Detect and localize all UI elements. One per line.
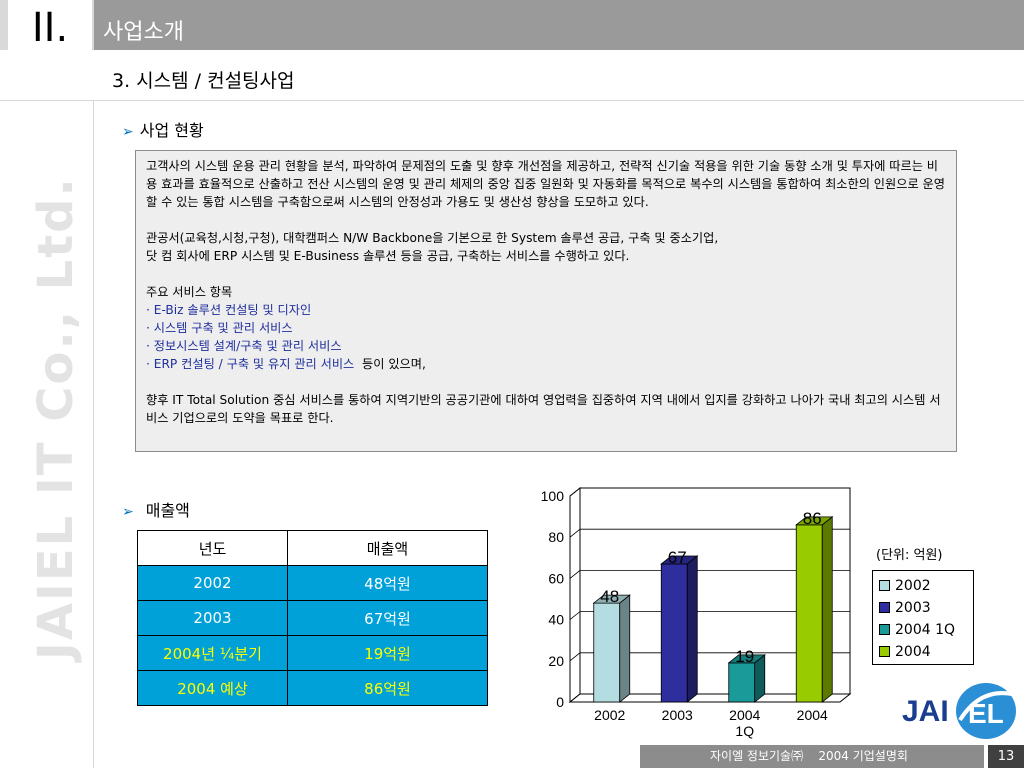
header-title: 사업소개 [103, 20, 184, 45]
gridline [569, 570, 850, 579]
table-row: 2002 48억원 [137, 565, 488, 601]
legend-item: 2003 [879, 597, 967, 619]
unit-note: (단위: 억원) [876, 548, 943, 563]
footer-bar: 자이엘 정보기술㈜ 2004 기업설명회 [640, 745, 984, 768]
table-cell: 2004년 ¼분기 [137, 635, 288, 671]
service-item-row: · ERP 컨설팅 / 구축 및 유지 관리 서비스 등이 있으며, [146, 355, 946, 373]
revenue-table: 년도 매출액 2002 48억원 2003 67억원 2004년 ¼분기 19억… [137, 530, 488, 706]
company-watermark: JAIEL IT Co., Ltd. [28, 176, 84, 660]
logo-circle [956, 683, 1016, 739]
gridline [569, 611, 850, 620]
section-business-status: ➢ 사업 현황 [122, 117, 204, 141]
x-tick-label: 2002 [594, 707, 625, 723]
legend-item: 2004 [879, 641, 967, 663]
arrow-bullet-icon: ➢ [122, 124, 134, 140]
chart-side-wall [569, 486, 581, 704]
column-header: 매출액 [287, 530, 488, 566]
service-item: · 시스템 구축 및 관리 서비스 [146, 321, 293, 335]
section-title: 사업 현황 [139, 121, 204, 140]
legend-swatch [879, 624, 890, 635]
data-label: 48 [600, 587, 619, 606]
x-tick-label: 1Q [735, 723, 754, 739]
services-title: 주요 서비스 항목 [146, 285, 233, 299]
y-tick-label: 40 [548, 612, 564, 628]
table-cell: 48억원 [287, 565, 488, 601]
gridline [569, 528, 850, 538]
legend-label: 2004 1Q [895, 622, 956, 638]
table-header-row: 년도 매출액 [137, 530, 488, 566]
bar-top [795, 516, 834, 526]
bar-side [619, 594, 631, 703]
bar [728, 662, 756, 703]
table-cell: 2004 예상 [137, 670, 288, 706]
paragraph: 관공서(교육청,시청,구청), 대학캠퍼스 N/W Backbone을 기본으로… [146, 231, 719, 245]
logo-text-right: EL [968, 698, 1004, 729]
service-item: · ERP 컨설팅 / 구축 및 유지 관리 서비스 [146, 357, 355, 371]
legend-label: 2003 [895, 600, 931, 616]
gridline [569, 487, 850, 497]
x-tick-label: 2003 [662, 707, 693, 723]
section-title: 매출액 [145, 501, 190, 520]
bar-top [660, 555, 699, 565]
y-tick-label: 80 [548, 529, 564, 545]
x-tick-label: 2004 [797, 707, 828, 723]
legend-label: 2004 [895, 644, 931, 660]
bar-top [592, 594, 631, 604]
table-cell: 67억원 [287, 600, 488, 636]
data-label: 67 [668, 548, 687, 567]
side-divider [93, 100, 94, 768]
bar [660, 563, 688, 703]
service-item: · E-Biz 솔루션 컨설팅 및 디자인 [146, 303, 312, 317]
y-tick-label: 20 [548, 653, 564, 669]
legend-label: 2002 [895, 578, 931, 594]
x-tick-label: 2004 [729, 707, 760, 723]
paragraph: 향후 IT Total Solution 중심 서비스를 통하여 지역기반의 공… [146, 393, 941, 425]
service-item: · 정보시스템 설계/구축 및 관리 서비스 [146, 339, 342, 353]
data-label: 86 [803, 509, 822, 528]
table-row: 2004 예상 86억원 [137, 670, 488, 706]
column-header: 년도 [137, 530, 288, 566]
legend-swatch [879, 646, 890, 657]
section-revenue: ➢ 매출액 [122, 497, 190, 521]
footer-text: 자이엘 정보기술㈜ 2004 기업설명회 [710, 749, 908, 763]
page-number: 13 [988, 745, 1024, 768]
legend-item: 2004 1Q [879, 619, 967, 641]
divider-line [0, 100, 1024, 101]
bar [795, 524, 823, 703]
data-label: 19 [735, 647, 754, 666]
legend-item: 2002 [879, 575, 967, 597]
table-row: 2003 67억원 [137, 600, 488, 636]
paragraph: 닷 컴 회사에 ERP 시스템 및 E-Business 솔루션 등을 공급, … [146, 249, 630, 263]
legend-swatch [879, 580, 890, 591]
table-cell: 19억원 [287, 635, 488, 671]
bar-side [821, 516, 833, 703]
table-row: 2004년 ¼분기 19억원 [137, 635, 488, 671]
logo-swoosh [958, 691, 1013, 722]
paragraph: 고객사의 시스템 운용 관리 현황을 분석, 파악하여 문제점의 도출 및 향후… [146, 159, 945, 209]
page-subtitle: 3. 시스템 / 컨설팅사업 [112, 70, 295, 92]
chart-legend: 2002 2003 2004 1Q 2004 [872, 570, 974, 665]
header-bar: II. 사업소개 [0, 0, 1024, 51]
logo-text-left: JAI [902, 695, 949, 728]
section-number: II. [8, 0, 92, 51]
y-tick-label: 100 [541, 488, 565, 504]
y-tick-label: 0 [556, 694, 564, 710]
header-title-bar [94, 0, 1024, 50]
table-cell: 2002 [137, 565, 288, 601]
company-logo: JAI EL [902, 683, 1016, 739]
table-cell: 2003 [137, 600, 288, 636]
bar-side [686, 555, 698, 703]
table-cell: 86억원 [287, 670, 488, 706]
y-tick-label: 60 [548, 570, 564, 586]
arrow-bullet-icon: ➢ [122, 504, 134, 520]
gridline [569, 652, 850, 662]
bar [593, 602, 621, 703]
bar-top [727, 654, 766, 664]
business-description-box: 고객사의 시스템 운용 관리 현황을 분석, 파악하여 문제점의 도출 및 향후… [135, 150, 957, 452]
services-tail: 등이 있으며, [354, 357, 426, 371]
legend-swatch [879, 602, 890, 613]
